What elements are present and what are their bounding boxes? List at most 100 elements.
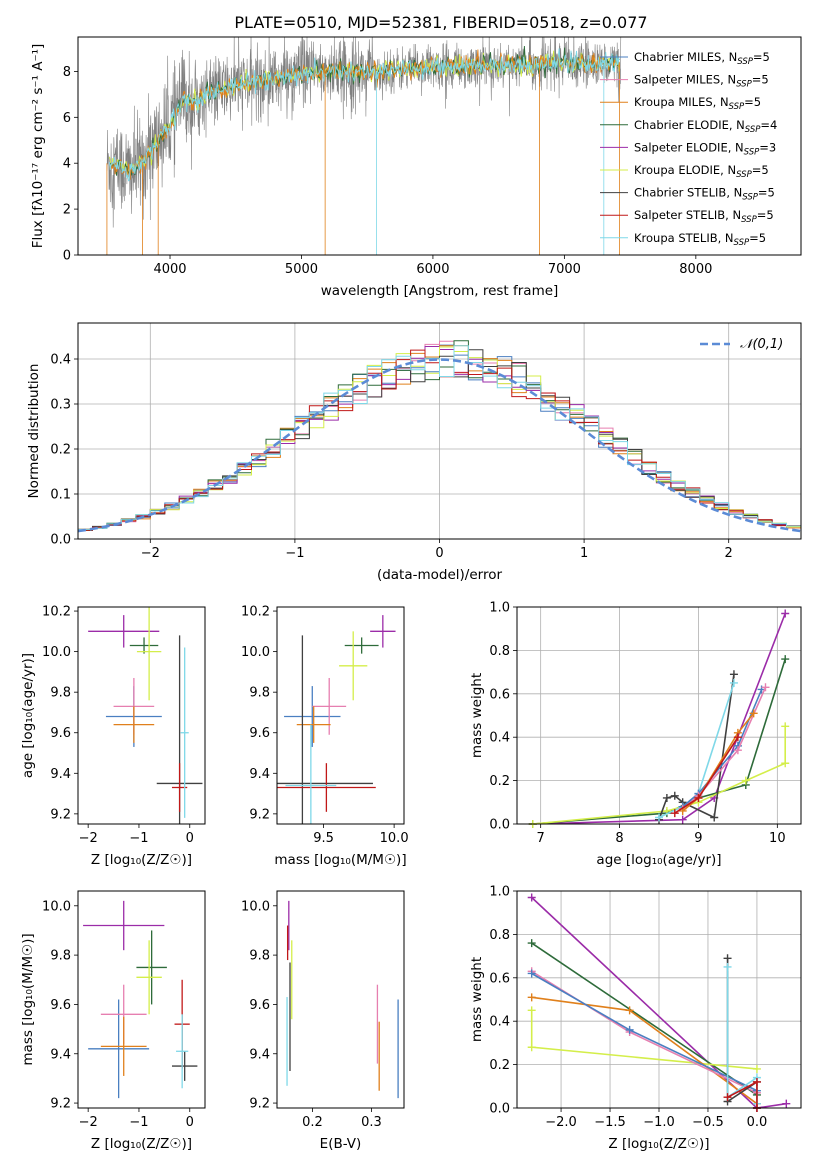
weight-vs-age-xtick-label: 7: [537, 831, 545, 846]
weight-vs-Z-ytick-label: 0.0: [489, 1102, 510, 1117]
legend-label: Kroupa ELODIE, NSSP=5: [634, 163, 769, 180]
weight-vs-age-ytick-label: 0.4: [489, 731, 510, 746]
weight-vs-age-xtick-label: 8: [615, 831, 623, 846]
legend-label: Kroupa MILES, NSSP=5: [634, 95, 761, 112]
weight-vs-age-xtick-label: 10: [769, 831, 786, 846]
residuals-xtick-label: −2: [141, 546, 160, 561]
weight-vs-age-ylabel: mass weight: [469, 673, 485, 758]
legend-label: Salpeter STELIB, NSSP=5: [634, 208, 774, 225]
weight-point-marker: [729, 678, 738, 687]
histogram-series: [78, 345, 801, 532]
legend-label: Chabrier ELODIE, NSSP=4: [634, 118, 777, 135]
mass-vs-Z-ytick-label: 9.4: [50, 1047, 71, 1062]
weight-vs-age-ytick-label: 0.8: [489, 644, 510, 659]
residuals-ytick-label: 0.0: [50, 533, 71, 548]
residuals-xtick-label: 1: [580, 546, 588, 561]
mass-vs-EBV-frame: [276, 890, 405, 1109]
weight-vs-age-xlabel: age [log₁₀(age/yr)]: [596, 852, 721, 868]
age-vs-Z-xtick-label: 0: [186, 831, 194, 846]
weight-point-marker: [723, 954, 732, 963]
weight-vs-age-ytick-label: 0.0: [489, 818, 510, 833]
weight-point-marker: [781, 655, 790, 664]
weight-point-marker: [527, 893, 536, 902]
weight-series-line: [682, 712, 755, 812]
weight-point-marker: [678, 815, 687, 824]
residuals-ytick-label: 0.4: [50, 353, 71, 368]
weight-point-marker: [781, 759, 790, 768]
spectrum-ytick-label: 2: [63, 203, 71, 218]
weight-vs-Z-ytick-label: 1.0: [489, 885, 510, 900]
spectrum-frame: [77, 36, 802, 256]
weight-vs-age-panel: 7 8 9 10 0.0 0.2 0.4 0.6 0.8 1.0 age [log₁₀(age/yr…: [469, 601, 802, 868]
weight-point-marker: [723, 962, 732, 971]
weight-point-marker: [729, 670, 738, 679]
weight-vs-age-ytick-label: 1.0: [489, 601, 510, 616]
mass-vs-EBV-ytick-label: 9.4: [249, 1047, 270, 1062]
age-vs-Z-frame: [77, 606, 206, 825]
spectrum-ytick-label: 6: [63, 111, 71, 126]
figure-title: PLATE=0510, MJD=52381, FIBERID=0518, z=0…: [234, 13, 647, 32]
mass-vs-EBV-ytick-label: 9.2: [249, 1097, 270, 1112]
weight-point-marker: [527, 1043, 536, 1052]
residuals-panel: −2 −1 0 1 2 0.0 0.1 0.2 0.3 0.4 (data-model)/error…: [26, 322, 802, 583]
weight-series-line: [658, 674, 735, 820]
age-vs-Z-xtick-label: −1: [129, 831, 148, 846]
mass-vs-Z-ytick-label: 9.2: [50, 1097, 71, 1112]
weight-vs-Z-xtick-label: −0.5: [692, 1115, 724, 1130]
mass-vs-Z-frame: [77, 890, 206, 1109]
spectrum-ytick-label: 0: [63, 249, 71, 264]
residuals-ytick-label: 0.1: [50, 488, 71, 503]
normal-curve: [78, 358, 801, 533]
weight-point-marker: [752, 1077, 761, 1086]
spectrum-xtick-label: 5000: [285, 262, 318, 277]
weight-point-marker: [527, 993, 536, 1002]
residuals-ytick-label: 0.2: [50, 443, 71, 458]
weight-vs-Z-ytick-label: 0.6: [489, 971, 510, 986]
weight-vs-age-frame: [516, 606, 802, 825]
weight-point-marker: [670, 809, 679, 818]
weight-point-marker: [625, 1025, 634, 1034]
weight-vs-age-ytick-label: 0.6: [489, 687, 510, 702]
weight-point-marker: [662, 793, 671, 802]
age-vs-Z-ytick-label: 9.4: [50, 767, 71, 782]
weight-vs-Z-xtick-label: −1.5: [594, 1115, 626, 1130]
mass-vs-Z-panel: −2 −1 0 9.2 9.4 9.6 9.8 10.0 Z [log₁₀(Z/Z☉)] mass…: [20, 890, 206, 1152]
mass-vs-EBV-xtick-label: 0.3: [361, 1115, 382, 1130]
weight-point-marker: [527, 1006, 536, 1015]
weight-series-line: [532, 613, 786, 824]
weight-point-marker: [655, 813, 663, 822]
weight-point-marker: [733, 733, 742, 742]
weight-vs-Z-ytick-label: 0.2: [489, 1058, 510, 1073]
weight-vs-Z-xtick-label: −1.0: [643, 1115, 675, 1130]
mass-vs-Z-xtick-label: −2: [79, 1115, 98, 1130]
weight-point-marker: [670, 791, 679, 800]
weight-point-marker: [723, 1093, 732, 1102]
age-vs-mass-xtick-label: 9.5: [313, 831, 334, 846]
age-vs-mass-ytick-label: 9.8: [249, 686, 270, 701]
age-vs-mass-panel: 9.5 10.0 9.2 9.4 9.6 9.8 10.0 10.2 mass [log₁₀(M…: [241, 605, 409, 868]
age-vs-Z-ytick-label: 10.2: [42, 605, 71, 620]
weight-point-marker: [761, 683, 770, 692]
mass-vs-EBV-xlabel: E(B-V): [320, 1136, 362, 1152]
weight-point-marker: [710, 813, 719, 822]
weight-point-marker: [749, 709, 758, 718]
weight-vs-Z-xtick-label: 0.0: [747, 1115, 768, 1130]
mass-vs-Z-xtick-label: −1: [129, 1115, 148, 1130]
mass-vs-Z-xtick-label: 0: [186, 1115, 194, 1130]
residuals-xtick-label: 0: [435, 546, 443, 561]
age-vs-Z-panel: −2 −1 0 9.2 9.4 9.6 9.8 10.0 10.2 Z [log₁₀(Z/Z☉)]…: [20, 605, 206, 868]
mass-vs-EBV-xtick-label: 0.2: [302, 1115, 323, 1130]
spectrum-xtick-label: 8000: [679, 262, 712, 277]
age-vs-mass-ytick-label: 9.4: [249, 767, 270, 782]
spectrum-ylabel: Flux [fλ10⁻¹⁷ erg cm⁻² s⁻¹ A⁻¹]: [30, 44, 46, 249]
age-vs-mass-xtick-label: 10.0: [380, 831, 409, 846]
residuals-xtick-label: 2: [725, 546, 733, 561]
weight-vs-age-xtick-label: 9: [694, 831, 702, 846]
mass-vs-Z-ytick-label: 9.8: [50, 949, 71, 964]
mass-vs-EBV-ytick-label: 10.0: [241, 899, 270, 914]
weight-vs-Z-xtick-label: −2.0: [545, 1115, 577, 1130]
residuals-frame: [77, 322, 802, 540]
mass-vs-Z-ytick-label: 9.6: [50, 998, 71, 1013]
weight-point-marker: [625, 1006, 634, 1015]
